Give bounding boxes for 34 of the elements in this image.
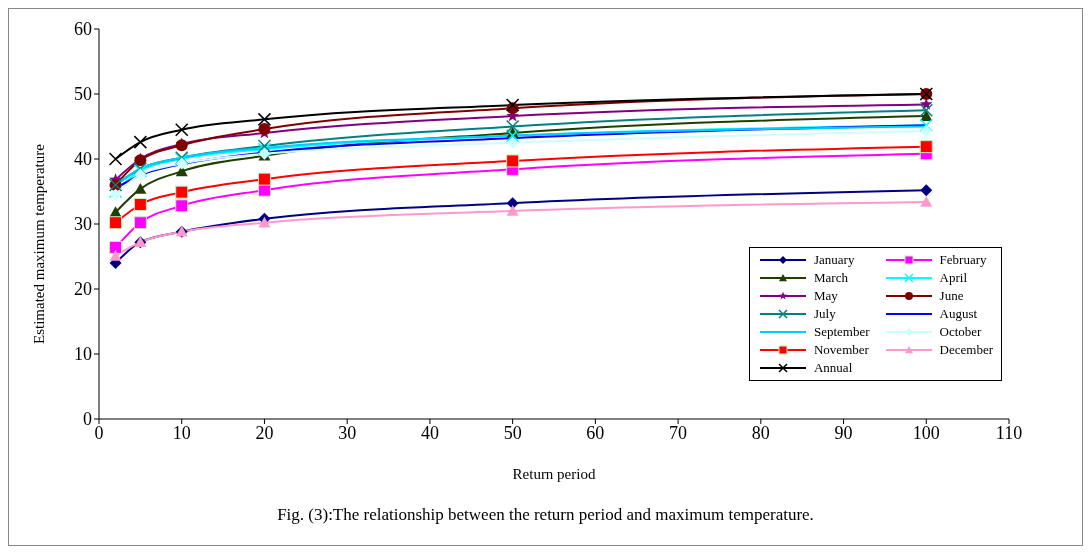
x-tick-label: 10 — [172, 422, 191, 443]
y-tick-label: 30 — [74, 214, 92, 235]
legend-label: August — [939, 306, 978, 322]
x-tick-label: 100 — [912, 422, 940, 443]
legend-label: January — [813, 252, 855, 268]
legend-label: April — [939, 270, 968, 286]
x-tick-label: 110 — [995, 422, 1023, 443]
x-tick-label: 90 — [834, 422, 853, 443]
y-tick-label: 50 — [74, 84, 92, 105]
legend-label: December — [939, 342, 993, 358]
y-tick-label: 10 — [74, 344, 92, 365]
text: Fig. (3):The relationship between the return period and maximum temperature. — [276, 505, 815, 525]
legend-label: June — [939, 288, 964, 304]
legend-label: July — [813, 306, 836, 322]
legend-label: February — [939, 252, 987, 268]
x-axis-title: Return period — [512, 466, 596, 482]
legend-label: March — [813, 270, 848, 286]
x-tick-label: 30 — [338, 422, 357, 443]
y-tick-label: 60 — [74, 19, 92, 40]
legend-label: Annual — [813, 360, 853, 376]
x-tick-label: 60 — [586, 422, 605, 443]
x-tick-label: 40 — [420, 422, 439, 443]
x-tick-label: 50 — [503, 422, 522, 443]
y-tick-label: 20 — [74, 279, 92, 300]
legend-label: May — [813, 288, 838, 304]
y-tick-label: 40 — [74, 149, 92, 170]
y-axis-title: Estimated maximum temperature — [31, 143, 48, 344]
x-tick-label: 20 — [255, 422, 274, 443]
y-tick-label: 0 — [83, 409, 92, 430]
x-tick-label: 70 — [669, 422, 688, 443]
legend-label: October — [939, 324, 982, 340]
x-tick-label: 80 — [751, 422, 770, 443]
legend-label: September — [813, 324, 870, 340]
legend-label: November — [813, 342, 869, 358]
